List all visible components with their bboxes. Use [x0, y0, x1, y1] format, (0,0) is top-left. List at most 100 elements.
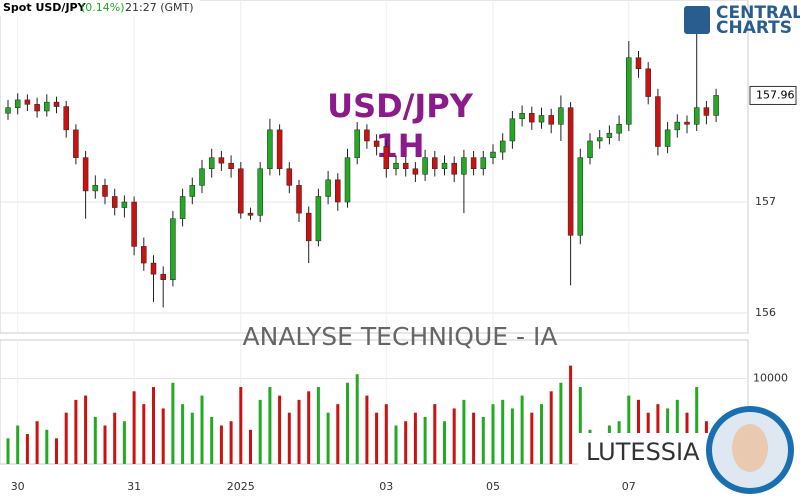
banner: ANALYSE TECHNIQUE - IA — [243, 322, 558, 351]
candle-body — [635, 57, 642, 70]
assistant-box — [578, 433, 728, 473]
volume-bar — [637, 399, 640, 464]
candle-body — [111, 196, 118, 208]
volume-bar — [74, 399, 78, 464]
candle-body — [509, 118, 516, 142]
candle-body — [286, 168, 293, 186]
volume-bar — [249, 429, 252, 464]
volume-bar — [695, 387, 699, 464]
volume-bar — [472, 412, 476, 464]
time: 21:27 (GMT) — [125, 1, 194, 14]
candle-body — [626, 57, 632, 125]
watermark-period: 1H — [375, 127, 424, 165]
candle-body — [170, 218, 176, 280]
candle-body — [228, 162, 234, 169]
volume-bar — [452, 408, 456, 464]
candle-body — [402, 162, 409, 169]
candle-body — [344, 157, 351, 203]
candle-body — [674, 121, 681, 131]
candle-body — [451, 162, 457, 175]
volume-bar — [627, 395, 631, 464]
candle-body — [189, 185, 196, 197]
volume-bar — [229, 421, 233, 464]
volume-bar — [336, 404, 340, 464]
volume-bar — [326, 412, 330, 464]
candle-body — [664, 129, 671, 147]
candle-body — [325, 179, 331, 197]
volume-bar — [84, 395, 88, 464]
last-price: 157.96 — [756, 88, 795, 101]
candle-body — [121, 201, 128, 208]
x-tick-label: 07 — [622, 480, 636, 493]
candle-body — [538, 115, 545, 123]
volume-bar — [443, 421, 446, 464]
volume-bar — [278, 395, 282, 464]
candle-body — [208, 157, 215, 169]
volume-bar — [152, 387, 155, 464]
volume-bar — [355, 374, 359, 464]
header-bg — [0, 0, 200, 16]
volume-bar — [404, 421, 408, 464]
volume-bar — [181, 404, 185, 464]
candle-body — [490, 151, 496, 158]
last-price-box — [749, 85, 797, 105]
candle-body — [141, 246, 147, 264]
volume-bar — [6, 438, 10, 464]
volume-bar — [346, 382, 349, 464]
volume-bar — [675, 399, 679, 464]
candle-body — [150, 262, 157, 275]
candle-body — [335, 179, 341, 203]
volume-bar — [45, 429, 49, 464]
candle-body — [393, 162, 399, 169]
change: (0.14%) — [81, 1, 125, 14]
volume-bar — [161, 408, 165, 464]
volume-bar — [375, 412, 379, 464]
volume-bar — [297, 399, 301, 464]
x-tick-label: 30 — [11, 480, 25, 493]
candle-body — [305, 212, 312, 242]
candle-body — [548, 115, 554, 125]
candle-body — [199, 168, 205, 186]
candle-body — [441, 162, 448, 169]
candle-body — [529, 112, 535, 123]
candle-body — [92, 185, 99, 192]
volume-bar — [559, 382, 563, 464]
candle-body — [373, 140, 380, 147]
volume-bar — [423, 416, 427, 464]
candle-body — [422, 157, 428, 175]
candle-body — [44, 101, 50, 112]
volume-bar — [394, 425, 398, 464]
volume-bar — [549, 391, 553, 464]
candle-body — [247, 212, 254, 216]
candle-body — [693, 107, 700, 125]
volume-bar — [103, 425, 107, 464]
volume-bar — [64, 412, 68, 464]
volume-bar — [122, 421, 126, 464]
candle-body — [461, 157, 467, 175]
y-tick-label: 10000 — [753, 371, 788, 384]
avatar-face — [732, 424, 768, 472]
volume-bar — [171, 382, 175, 464]
candle-body — [703, 107, 710, 116]
volume-bar — [113, 412, 117, 464]
candle-body — [596, 137, 603, 142]
candle-body — [432, 157, 438, 169]
candle-body — [218, 157, 225, 164]
x-tick-label: 31 — [127, 480, 141, 493]
candle-body — [364, 129, 370, 142]
volume-bar — [142, 404, 146, 464]
watermark-symbol: USD/JPY — [327, 87, 474, 125]
candle-body — [577, 157, 584, 236]
x-tick-label: 05 — [486, 480, 500, 493]
volume-bar — [93, 416, 97, 464]
volume-bar — [25, 434, 29, 464]
volume-bar — [200, 395, 204, 464]
volume-bar — [210, 416, 214, 464]
candle-body — [34, 104, 40, 112]
volume-bar — [510, 408, 514, 464]
x-tick-label: 2025 — [227, 480, 255, 493]
brand-logo — [684, 6, 710, 34]
volume-bar — [55, 438, 58, 464]
volume-bar — [462, 399, 466, 464]
